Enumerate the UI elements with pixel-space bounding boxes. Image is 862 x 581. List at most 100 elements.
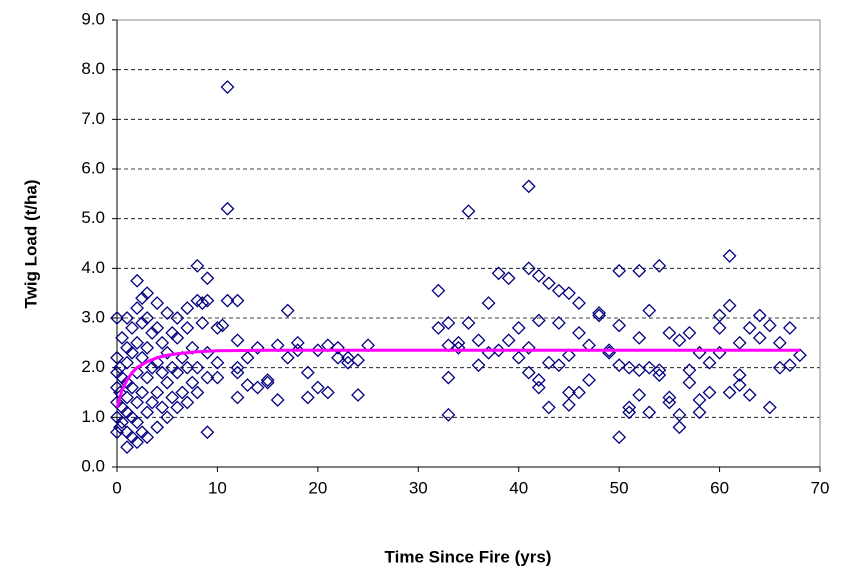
x-tick-label: 50 [610,478,629,497]
x-tick-label: 70 [811,478,830,497]
scatter-point [140,311,155,325]
scatter-point [531,268,546,283]
scatter-point [170,400,185,415]
scatter-point [722,248,737,263]
scatter-point [782,358,797,373]
scatter-point [732,335,747,350]
scatter-point [210,321,225,335]
scatter-point [155,365,170,380]
scatter-point [280,350,295,365]
scatter-point [120,390,134,405]
scatter-point [140,340,155,355]
scatter-point [140,286,155,301]
scatter-point [150,321,165,335]
scatter-point [200,425,215,440]
scatter-point [451,335,466,350]
scatter-point [125,321,139,335]
scatter-point [672,420,687,435]
scatter-point [511,350,526,365]
scatter-point [521,261,536,276]
scatter-point [125,380,139,395]
scatter-point [155,335,170,350]
scatter-point [792,348,807,363]
scatter-point [115,415,129,430]
scatter-point [642,303,657,318]
scatter-point [632,388,647,402]
scatter-point [230,365,245,380]
scatter-point [551,283,566,298]
scatter-point [185,340,200,355]
y-tick-label: 9.0 [81,9,105,28]
scatter-point [572,325,586,340]
scatter-point [160,306,175,320]
scatter-point [672,333,687,348]
scatter-point [135,291,150,306]
fit-line [115,348,800,408]
scatter-point [130,395,145,410]
scatter-point [170,330,185,345]
scatter-point [612,430,627,445]
scatter-point [652,368,667,383]
scatter-point [782,321,797,335]
scatter-point [471,333,486,348]
scatter-point [280,303,295,318]
scatter-point [113,420,127,435]
x-tick-label: 20 [308,478,327,497]
scatter-point [662,395,677,410]
scatter-point [692,393,707,407]
scatter-point [742,388,757,402]
scatter-point [541,400,556,415]
y-tick-label: 1.0 [81,407,105,426]
scatter-point [130,415,145,430]
scatter-point [602,343,617,358]
scatter-point [541,355,556,370]
scatter-point [130,435,145,450]
scatter-point [662,325,677,340]
scatter-point [562,286,576,301]
scatter-point [300,390,315,405]
scatter-point [290,335,305,350]
scatter-point [572,296,586,311]
y-tick-label: 0.0 [81,456,105,475]
scatter-point [732,378,747,392]
scatter-point [270,393,285,407]
y-tick-label: 2.0 [81,357,105,376]
scatter-point [210,370,225,385]
scatter-point [155,400,170,415]
scatter-point [230,293,245,308]
scatter-point [175,350,190,365]
y-axis-label: Twig Load (t/ha) [21,179,40,308]
scatter-point [320,385,335,400]
scatter-point [220,80,235,94]
scatter-point [692,405,707,420]
scatter-point [441,407,456,422]
scatter-point [331,340,345,355]
scatter-point [521,340,536,355]
scatter-point [732,368,747,383]
scatter-point [195,296,210,311]
scatter-point [120,440,134,455]
scatter-point [190,258,205,273]
scatter-point [260,375,275,390]
scatter-point [682,325,697,340]
scatter-point [762,400,777,415]
scatter-point [180,395,195,410]
scatter-point [592,306,606,320]
scatter-point [632,263,647,278]
scatter-point [622,360,637,375]
scatter-point [772,335,787,350]
scatter-point [441,316,456,330]
scatter-point [200,293,215,308]
scatter-point [632,330,647,345]
scatter-point [195,316,210,330]
scatter-point [451,340,466,355]
scatter-point [140,370,155,385]
y-tick-label: 7.0 [81,109,105,128]
scatter-point [752,330,767,345]
scatter-point [220,201,235,216]
scatter-point [562,397,576,412]
scatter-point [491,266,506,281]
scatter-point [130,273,145,288]
scatter-point [341,350,355,365]
